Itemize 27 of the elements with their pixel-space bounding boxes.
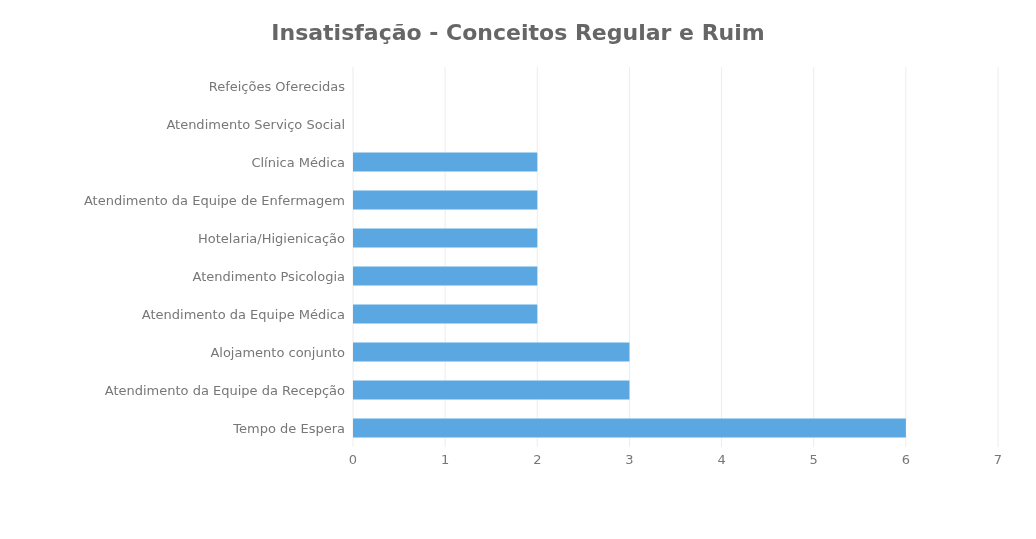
x-tick-label: 4	[717, 452, 726, 468]
bar	[353, 266, 538, 286]
y-tick-label: Tempo de Espera	[232, 420, 345, 436]
y-tick-label: Atendimento da Equipe da Recepção	[104, 382, 346, 398]
bar	[353, 342, 630, 362]
y-tick-label: Atendimento da Equipe de Enfermagem	[83, 192, 345, 208]
x-tick-label: 7	[993, 452, 1003, 468]
bar	[353, 418, 906, 438]
y-tick-label: Alojamento conjunto	[210, 344, 346, 360]
bar	[353, 380, 630, 400]
bar	[353, 304, 538, 324]
bar	[353, 152, 538, 172]
y-tick-label: Atendimento Serviço Social	[166, 116, 345, 132]
bar	[353, 228, 538, 248]
x-tick-label: 0	[348, 452, 358, 468]
x-tick-label: 5	[809, 452, 818, 468]
y-tick-label: Hotelaria/Higienicação	[198, 230, 346, 246]
chart-title: Insatisfação - Conceitos Regular e Ruim	[270, 19, 766, 47]
bar	[353, 190, 538, 210]
x-tick-label: 3	[625, 452, 634, 468]
x-tick-label: 1	[441, 452, 450, 468]
y-tick-label: Clínica Médica	[251, 154, 345, 170]
y-tick-label: Atendimento da Equipe Médica	[141, 306, 345, 322]
x-tick-label: 2	[533, 452, 542, 468]
y-tick-label: Refeições Oferecidas	[208, 78, 346, 94]
x-tick-label: 6	[901, 452, 910, 468]
y-tick-label: Atendimento Psicologia	[192, 268, 345, 284]
